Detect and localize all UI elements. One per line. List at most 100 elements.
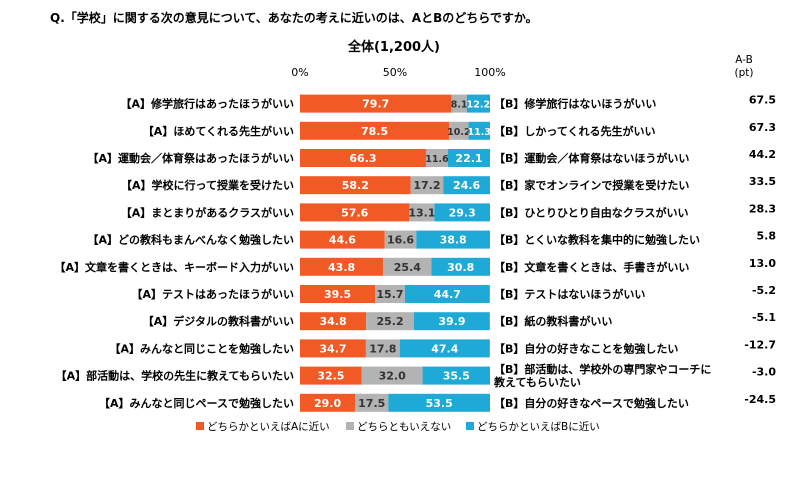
b-option-label: 【B】しかってくれる先生がいい bbox=[494, 124, 656, 138]
bar-data-label: 13.1 bbox=[408, 206, 435, 219]
b-option-label: 【B】修学旅行はないほうがいい bbox=[494, 97, 656, 111]
bar-data-label: 32.0 bbox=[379, 370, 406, 383]
diff-value: -5.2 bbox=[752, 284, 776, 297]
bar-segment bbox=[399, 339, 490, 358]
bar-segment bbox=[468, 121, 490, 140]
a-option-label: 【A】みんなと同じことを勉強したい bbox=[109, 341, 294, 355]
a-option-label: 【A】デジタルの教科書がいい bbox=[143, 314, 294, 328]
diff-header-top: A-B bbox=[735, 54, 753, 66]
bar-data-label: 58.2 bbox=[342, 179, 369, 192]
legend-item: どちらかといえばAに近い bbox=[196, 420, 330, 433]
bar-segment bbox=[466, 94, 490, 113]
a-option-label: 【A】ほめてくれる先生がいい bbox=[143, 124, 294, 138]
bar-data-label: 78.5 bbox=[361, 125, 388, 138]
bar-segment bbox=[300, 366, 362, 385]
a-option-label: 【A】まとまりがあるクラスがいい bbox=[121, 205, 294, 219]
bar-data-label: 12.2 bbox=[467, 100, 490, 111]
chart-row: 【A】ほめてくれる先生がいい 78.5 10.211.3 【B】しかってくれる先生がい… bbox=[143, 121, 776, 140]
chart-row: 【A】まとまりがあるクラスがいい 57.6 13.1 29.3 【B】ひとりひとり自由な… bbox=[121, 202, 776, 222]
bar-data-label: 32.5 bbox=[317, 370, 344, 383]
diff-value: -12.7 bbox=[744, 338, 776, 351]
b-option-label: 【B】自分の好きなことを勉強したい bbox=[494, 341, 678, 355]
b-option-label: 【B】家でオンラインで授業を受けたい bbox=[494, 178, 689, 192]
bar-data-label: 17.5 bbox=[358, 397, 385, 410]
bar-segment bbox=[443, 176, 490, 195]
bar-segment bbox=[300, 149, 426, 167]
bar-segment bbox=[300, 203, 410, 222]
bar-segment bbox=[416, 230, 490, 249]
bar-data-label: 79.7 bbox=[362, 98, 389, 111]
bar-data-label: 25.4 bbox=[394, 261, 421, 274]
bar-segment bbox=[300, 257, 384, 276]
b-option-label: 【B】運動会／体育祭はないほうがいい bbox=[494, 151, 689, 165]
diff-value: 67.3 bbox=[749, 121, 776, 134]
bar-data-label: 22.1 bbox=[455, 152, 482, 165]
bar-data-label: 34.8 bbox=[319, 315, 346, 328]
x-axis-ticks: 0% 50% 100% bbox=[291, 66, 505, 79]
legend-swatch bbox=[196, 422, 204, 430]
x-tick-label: 0% bbox=[291, 66, 308, 79]
b-option-label: 【B】テストはないほうがいい bbox=[494, 287, 645, 301]
chart-row: 【A】みんなと同じペースで勉強したい 29.0 17.5 53.5 【B】自分の好きなペ… bbox=[99, 393, 776, 412]
legend-swatch bbox=[346, 422, 354, 430]
legend-label: どちらかといえばBに近い bbox=[477, 420, 600, 433]
bar-data-label: 43.8 bbox=[328, 261, 355, 274]
bar-data-label: 25.2 bbox=[376, 315, 403, 328]
chart-row: 【A】デジタルの教科書がいい 34.8 25.2 39.9 【B】紙の教科書がいい -5.… bbox=[143, 311, 776, 331]
diff-value: 67.5 bbox=[749, 94, 776, 107]
bar-segment bbox=[414, 312, 490, 331]
chart-rows: 【A】修学旅行はあったほうがいい 79.7 8.1 12.2 【B】修学旅行はないほうが… bbox=[54, 94, 776, 412]
diff-value: 13.0 bbox=[749, 257, 776, 270]
bar-data-label: 39.5 bbox=[324, 288, 351, 301]
bar-data-label: 8.1 bbox=[451, 100, 468, 111]
chart-row: 【A】みんなと同じことを勉強したい 34.7 17.8 47.4 【B】自分の好きなこと… bbox=[109, 338, 776, 358]
question-title: Q.「学校」に関する次の意見について、あなたの考えに近いのは、AとBのどちらです… bbox=[50, 10, 538, 25]
chart-row: 【A】どの教科もまんべんなく勉強したい 44.6 16.6 38.8 【B】とくいな教科… bbox=[87, 230, 776, 249]
diff-value: 28.3 bbox=[749, 202, 776, 215]
b-option-label: 【B】文章を書くときは、手書きがいい bbox=[494, 260, 689, 274]
bar-segment bbox=[300, 230, 385, 249]
bar-data-label: 24.6 bbox=[453, 179, 480, 192]
bar-segment bbox=[300, 94, 452, 113]
bar-segment bbox=[425, 149, 449, 167]
diff-value: -24.5 bbox=[744, 393, 776, 406]
diff-value: 33.5 bbox=[749, 175, 776, 188]
bar-segment bbox=[383, 257, 432, 276]
bar-data-label: 39.9 bbox=[438, 315, 465, 328]
a-option-label: 【A】部活動は、学校の先生に教えてもらいたい bbox=[56, 369, 294, 383]
bar-data-label: 66.3 bbox=[349, 152, 376, 165]
diff-header-unit: (pt) bbox=[735, 67, 754, 79]
bar-data-label: 17.2 bbox=[413, 179, 440, 192]
bar-data-label: 44.6 bbox=[329, 234, 356, 247]
bar-data-label: 17.8 bbox=[369, 342, 396, 355]
bar-data-label: 35.5 bbox=[443, 370, 470, 383]
a-option-label: 【A】どの教科もまんべんなく勉強したい bbox=[87, 233, 294, 247]
bar-data-label: 47.4 bbox=[431, 342, 458, 355]
bar-segment bbox=[388, 393, 490, 412]
bar-data-label: 11.6 bbox=[425, 154, 449, 165]
bar-segment bbox=[384, 230, 417, 249]
bar-segment bbox=[300, 121, 450, 140]
a-option-label: 【A】文章を書くときは、キーボード入力がいい bbox=[54, 260, 294, 274]
chart-row: 【A】修学旅行はあったほうがいい 79.7 8.1 12.2 【B】修学旅行はないほうが… bbox=[120, 94, 776, 113]
bar-data-label: 53.5 bbox=[426, 397, 453, 410]
chart-row: 【A】テストはあったほうがいい 39.5 15.7 44.7 【B】テストはないほうがい… bbox=[131, 284, 776, 303]
chart-row: 【A】文章を書くときは、キーボード入力がいい 43.8 25.4 30.8 【B】文章を… bbox=[54, 257, 776, 276]
diff-value: -5.1 bbox=[752, 311, 776, 324]
chart-subtitle: 全体(1,200人) bbox=[347, 39, 440, 55]
bar-data-label: 29.3 bbox=[449, 206, 476, 219]
bar-segment bbox=[409, 203, 435, 222]
bar-segment bbox=[355, 393, 389, 412]
bar-segment bbox=[300, 285, 376, 303]
diff-value: 5.8 bbox=[757, 230, 777, 243]
bar-segment bbox=[410, 176, 444, 195]
b-option-label: 【B】ひとりひとり自由なクラスがいい bbox=[494, 205, 689, 219]
bar-segment bbox=[300, 176, 411, 195]
a-option-label: 【A】修学旅行はあったほうがいい bbox=[120, 97, 294, 111]
bar-segment bbox=[404, 285, 490, 303]
bar-data-label: 30.8 bbox=[447, 261, 474, 274]
legend-item: どちらともいえない bbox=[346, 421, 451, 433]
bar-segment bbox=[375, 285, 405, 303]
bar-data-label: 15.7 bbox=[376, 288, 403, 301]
bar-segment bbox=[449, 121, 469, 140]
